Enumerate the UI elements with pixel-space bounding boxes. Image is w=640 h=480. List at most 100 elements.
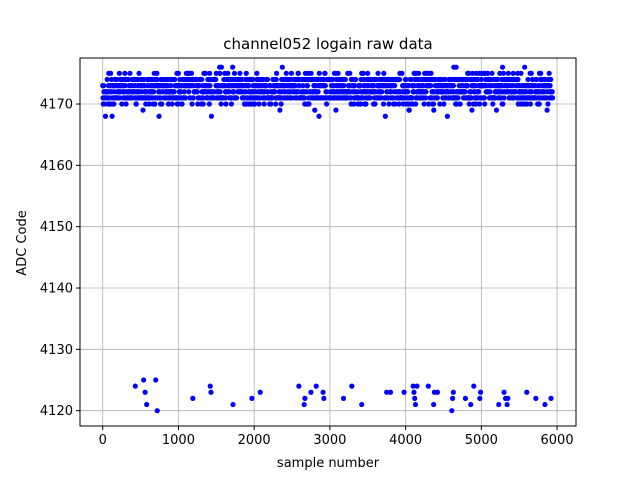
data-point [379, 89, 385, 95]
data-point [152, 101, 158, 107]
data-point [387, 389, 394, 395]
y-tick-label: 4140 [40, 282, 73, 297]
data-point [428, 70, 434, 76]
data-point [425, 383, 431, 389]
data-point [442, 76, 448, 83]
data-point [190, 95, 196, 101]
data-point [300, 83, 306, 89]
data-point [133, 101, 139, 107]
data-point [283, 70, 289, 76]
data-point [505, 70, 511, 76]
data-point [363, 101, 369, 107]
data-point [320, 389, 326, 395]
data-point [116, 70, 122, 76]
data-point [392, 83, 398, 89]
data-point [231, 70, 238, 76]
data-point [254, 70, 260, 76]
data-point [217, 89, 223, 95]
data-point [468, 89, 474, 95]
data-point [257, 389, 263, 395]
data-point [295, 70, 301, 76]
data-point [490, 101, 496, 107]
data-point [365, 70, 371, 76]
data-point [416, 70, 422, 76]
data-point [477, 389, 484, 395]
data-point [367, 95, 373, 101]
data-point [423, 89, 429, 95]
data-point [250, 76, 256, 83]
data-point [213, 76, 219, 83]
data-point [196, 83, 202, 89]
data-point [278, 101, 284, 107]
data-point [223, 95, 229, 101]
data-point [392, 101, 398, 107]
data-point [381, 70, 387, 76]
data-point [117, 95, 123, 101]
data-point [154, 76, 160, 83]
data-point [175, 70, 182, 76]
data-point [154, 70, 160, 76]
data-point [177, 89, 184, 95]
data-point [414, 383, 420, 389]
tick-marks: 0 1000 2000 3000 4000 5000 6000 4120 4130 4140 415… [40, 98, 574, 449]
data-point [496, 401, 502, 408]
data-point [199, 76, 205, 83]
data-point [510, 70, 516, 76]
data-point [171, 89, 177, 95]
data-point [409, 95, 415, 101]
data-point [469, 107, 475, 113]
data-point [246, 83, 252, 89]
data-point [421, 101, 427, 107]
data-point [127, 70, 133, 76]
y-tick-label: 4170 [40, 98, 73, 113]
data-point [527, 101, 534, 107]
data-point [500, 101, 506, 107]
plot-frame [79, 57, 577, 427]
data-point [273, 76, 279, 83]
data-point [533, 76, 540, 83]
data-point [146, 101, 152, 107]
data-point [529, 89, 535, 95]
data-point [497, 70, 503, 76]
data-point [156, 113, 162, 119]
data-point [450, 83, 457, 89]
y-tick-label: 4150 [40, 220, 73, 235]
data-point [172, 76, 178, 83]
x-tick-label: 0 [99, 433, 107, 448]
data-point [348, 95, 354, 101]
data-point [412, 395, 418, 401]
data-point [315, 89, 321, 95]
data-point [342, 76, 348, 83]
data-point [375, 70, 381, 76]
x-axis-label: sample number [277, 456, 380, 471]
data-point [453, 64, 459, 70]
data-point [384, 389, 390, 395]
data-point [189, 101, 195, 107]
data-point [202, 70, 208, 76]
data-point [357, 101, 364, 107]
data-point [207, 383, 213, 389]
data-point [304, 83, 311, 89]
data-point [207, 83, 213, 89]
data-point [335, 70, 341, 76]
data-point [466, 101, 472, 107]
data-point [462, 89, 468, 95]
x-tick-label: 5000 [465, 433, 498, 448]
data-point [322, 83, 328, 89]
data-point [525, 76, 531, 83]
data-point [228, 101, 235, 107]
data-point [431, 401, 437, 408]
data-point [288, 70, 295, 76]
data-point [449, 408, 455, 414]
data-point [218, 101, 224, 107]
y-tick-label: 4160 [40, 159, 73, 174]
data-point [323, 101, 330, 107]
data-point [101, 83, 107, 89]
data-point [455, 95, 461, 101]
data-point [301, 95, 308, 101]
data-point [505, 395, 511, 401]
data-point [296, 383, 302, 389]
data-point [382, 113, 388, 119]
data-point [157, 95, 163, 101]
data-point [487, 89, 493, 95]
